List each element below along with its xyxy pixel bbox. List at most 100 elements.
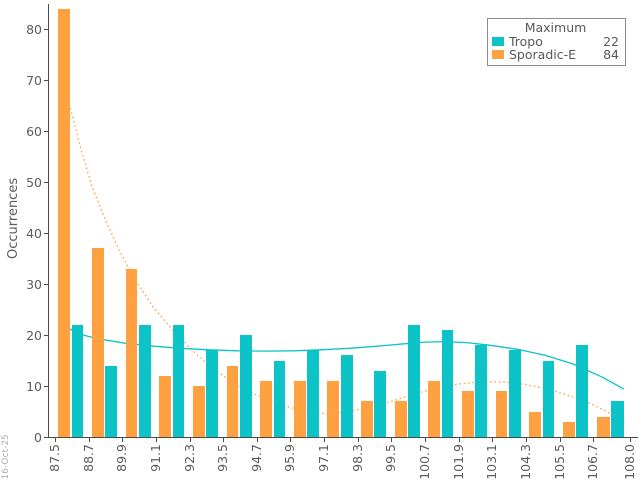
y-tick-mark bbox=[44, 284, 48, 285]
y-tick-mark bbox=[44, 233, 48, 234]
y-tick-label: 50 bbox=[26, 174, 42, 190]
legend-value-tropo: 22 bbox=[603, 33, 619, 49]
y-tick-label: 30 bbox=[26, 276, 42, 292]
x-tick-mark bbox=[458, 438, 460, 442]
bar-sporadic-e bbox=[226, 365, 239, 437]
bar-tropo bbox=[441, 329, 454, 437]
y-tick-mark bbox=[44, 131, 48, 132]
legend: Maximum Tropo 22 Sporadic-E 84 bbox=[487, 18, 626, 66]
bar-tropo bbox=[105, 365, 118, 437]
x-tick-mark bbox=[122, 438, 124, 442]
x-tick-label: 94.7 bbox=[248, 444, 264, 472]
x-tick-label: 92.3 bbox=[181, 444, 197, 472]
bar-sporadic-e bbox=[394, 401, 407, 437]
y-tick-mark bbox=[44, 335, 48, 336]
y-tick-label: 60 bbox=[26, 123, 42, 139]
x-tick-label: 106.7 bbox=[585, 444, 601, 480]
x-tick-mark bbox=[256, 438, 258, 442]
bar-sporadic-e bbox=[529, 411, 542, 437]
x-tick-mark bbox=[425, 438, 426, 442]
x-tick-mark bbox=[391, 438, 393, 442]
bar-sporadic-e bbox=[361, 401, 373, 437]
x-axis-line bbox=[48, 437, 638, 439]
x-tick-label: 99.5 bbox=[383, 444, 399, 472]
tropo-swatch-icon bbox=[492, 36, 504, 46]
x-tick-mark bbox=[88, 438, 90, 442]
legend-row-sporadic-e: Sporadic-E 84 bbox=[492, 48, 619, 62]
y-tick-mark bbox=[44, 437, 48, 438]
x-tick-label: 97.1 bbox=[316, 444, 332, 472]
x-tick-label: 89.9 bbox=[114, 444, 130, 472]
bar-sporadic-e bbox=[192, 386, 205, 437]
legend-label-tropo: Tropo bbox=[509, 33, 543, 49]
x-tick-label: 103.1 bbox=[484, 444, 500, 480]
x-tick-label: 91.1 bbox=[147, 444, 163, 472]
bar-tropo bbox=[576, 345, 589, 437]
bar-sporadic-e bbox=[596, 416, 610, 437]
x-tick-mark bbox=[593, 438, 595, 442]
x-tick-label: 87.5 bbox=[47, 444, 62, 472]
x-tick-label: 105.5 bbox=[551, 444, 567, 480]
bar-tropo bbox=[138, 324, 151, 437]
x-tick-label: 104.3 bbox=[517, 444, 533, 480]
x-tick-label: 108.0 bbox=[621, 444, 637, 480]
x-tick-mark bbox=[290, 438, 292, 442]
y-tick-label: 10 bbox=[26, 378, 42, 394]
x-tick-mark bbox=[55, 438, 56, 442]
x-tick-mark bbox=[357, 438, 359, 442]
x-tick-label: 93.5 bbox=[215, 444, 231, 472]
x-tick-label: 98.3 bbox=[349, 444, 365, 472]
x-tick-mark bbox=[525, 438, 527, 442]
y-tick-mark bbox=[44, 182, 48, 183]
y-tick-label: 0 bbox=[34, 429, 42, 445]
bar-sporadic-e bbox=[58, 8, 71, 437]
bar-tropo bbox=[172, 324, 185, 437]
bar-sporadic-e bbox=[428, 380, 441, 437]
sporadic-e-swatch-icon bbox=[492, 50, 504, 60]
bar-tropo bbox=[542, 360, 555, 437]
bar-sporadic-e bbox=[562, 421, 575, 437]
bar-tropo bbox=[340, 355, 353, 437]
y-tick-mark bbox=[44, 80, 48, 81]
bar-sporadic-e bbox=[260, 380, 273, 437]
legend-label-sporadic-e: Sporadic-E bbox=[509, 47, 577, 62]
x-tick-mark bbox=[223, 438, 225, 442]
bar-tropo bbox=[239, 335, 252, 437]
y-tick-mark bbox=[44, 29, 48, 30]
x-tick-label: 95.9 bbox=[282, 444, 298, 472]
y-tick-mark bbox=[44, 386, 48, 387]
x-tick-mark bbox=[324, 438, 326, 442]
bar-sporadic-e bbox=[327, 380, 340, 437]
bar-tropo bbox=[475, 345, 488, 437]
bar-sporadic-e bbox=[495, 391, 508, 437]
y-tick-label: 40 bbox=[26, 225, 42, 241]
y-tick-label: 70 bbox=[26, 72, 42, 88]
y-tick-label: 20 bbox=[26, 327, 42, 343]
legend-value-sporadic-e: 84 bbox=[603, 47, 619, 62]
bar-tropo bbox=[307, 350, 319, 437]
bar-tropo bbox=[273, 360, 286, 437]
x-tick-mark bbox=[155, 438, 157, 442]
bar-tropo bbox=[71, 324, 84, 437]
bar-tropo bbox=[408, 324, 420, 437]
x-tick-label: 100.7 bbox=[417, 444, 432, 480]
x-tick-mark bbox=[629, 438, 631, 442]
bar-sporadic-e bbox=[159, 375, 172, 437]
bar-tropo bbox=[508, 350, 521, 437]
bar-tropo bbox=[611, 401, 625, 437]
legend-row-tropo: Tropo 22 bbox=[492, 33, 619, 49]
x-tick-mark bbox=[189, 438, 191, 442]
bar-sporadic-e bbox=[125, 268, 138, 437]
x-tick-label: 101.9 bbox=[450, 444, 466, 480]
x-tick-mark bbox=[492, 438, 494, 442]
x-tick-mark bbox=[559, 438, 561, 442]
bar-sporadic-e bbox=[293, 380, 306, 437]
y-tick-label: 80 bbox=[26, 21, 42, 37]
bar-sporadic-e bbox=[92, 248, 104, 437]
bar-sporadic-e bbox=[462, 391, 474, 437]
bar-tropo bbox=[374, 370, 387, 437]
legend-title: Maximum bbox=[524, 20, 587, 35]
bar-tropo bbox=[206, 350, 219, 437]
y-axis-line bbox=[48, 4, 50, 438]
